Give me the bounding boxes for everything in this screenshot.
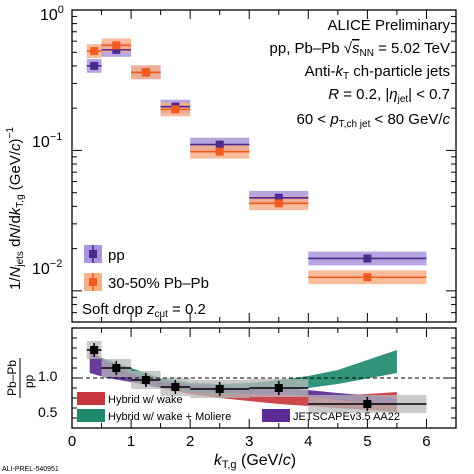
soft-drop-label: Soft drop zcut = 0.2 — [82, 301, 206, 320]
legend-pp: pp — [84, 245, 125, 264]
top-panel-frame — [71, 9, 457, 323]
pp-point-0 — [90, 61, 99, 70]
annotation-jets: Anti-kT ch-particle jets — [305, 63, 450, 82]
legend-jetscape-label: JETSCAPEv3.5 AA22 — [293, 411, 400, 423]
ratio-point-1 — [112, 364, 121, 372]
xtick-label-1: 1 — [127, 433, 135, 450]
pp-point-1 — [112, 45, 121, 54]
pbpb-point-2 — [141, 68, 150, 77]
pp-point-4 — [215, 140, 224, 149]
axes-ticks: 0 1 2 3 4 5 6 — [68, 9, 457, 450]
pp-point-5 — [274, 193, 283, 202]
xtick-label-6: 6 — [422, 433, 430, 450]
xtick-label-5: 5 — [363, 433, 371, 450]
annotation-pt: 60 < pT,ch jet < 80 GeV/c — [297, 111, 451, 130]
ratio-points — [86, 343, 427, 411]
pbpb-point-0 — [90, 47, 99, 56]
ytick-ratio-05: 0.5 — [38, 404, 58, 420]
xtick-label-3: 3 — [245, 433, 253, 450]
pbpb-point-4 — [215, 147, 224, 156]
legend-hybrid-moliere-label: Hybrid w/ wake + Moliere — [108, 411, 231, 423]
ylabel-ratio-num: Pb–Pb — [5, 360, 19, 396]
pbpb-point-6 — [363, 273, 372, 282]
ratio-point-6 — [363, 400, 372, 408]
ylabel-ratio-den: pp — [22, 374, 36, 388]
footer-id: ALI-PREL-540951 — [2, 466, 59, 473]
xtick-label-4: 4 — [304, 433, 312, 450]
legend-hybrid-wake: Hybrid w/ wake — [77, 392, 183, 406]
legend-pp-label: pp — [108, 247, 125, 264]
ratio-point-2 — [141, 376, 150, 384]
top-points — [86, 41, 427, 282]
pp-point-6 — [363, 254, 372, 263]
legend-pbpb-label: 30-50% Pb–Pb — [108, 275, 209, 292]
xtick-label-0: 0 — [68, 433, 76, 450]
ytick-top-1: 10−1 — [32, 131, 62, 151]
ytick-top-2: 10−2 — [32, 258, 62, 278]
ytick-ratio-1: 1.0 — [38, 368, 58, 384]
ylabel-top: 1/Njets dN/dkT,g (GeV/c)−1 — [5, 127, 26, 290]
ytick-top-0: 100 — [40, 4, 64, 24]
xtick-label-2: 2 — [186, 433, 194, 450]
legend-hybrid-wake-label: Hybrid w/ wake — [108, 394, 183, 406]
model-band-2 — [89, 350, 397, 406]
annotation-radius: R = 0.2, |ηjet| < 0.7 — [328, 86, 450, 105]
xlabel: kT,g (GeV/c) — [214, 452, 296, 471]
ratio-point-3 — [171, 383, 180, 391]
legend-hybrid-moliere: Hybrid w/ wake + Moliere — [77, 409, 231, 423]
legend-pbpb: 30-50% Pb–Pb — [84, 273, 209, 292]
annotation-system: pp, Pb–Pb √sNN = 5.02 TeV — [270, 40, 450, 59]
annotation-alice: ALICE Preliminary — [327, 17, 450, 34]
ratio-point-4 — [215, 385, 224, 393]
legend-jetscape: JETSCAPEv3.5 AA22 — [262, 409, 400, 423]
pbpb-point-5 — [274, 199, 283, 208]
pbpb-point-1 — [112, 41, 121, 50]
ratio-point-5 — [274, 384, 283, 392]
ratio-point-0 — [90, 346, 99, 354]
pbpb-point-3 — [171, 105, 180, 114]
